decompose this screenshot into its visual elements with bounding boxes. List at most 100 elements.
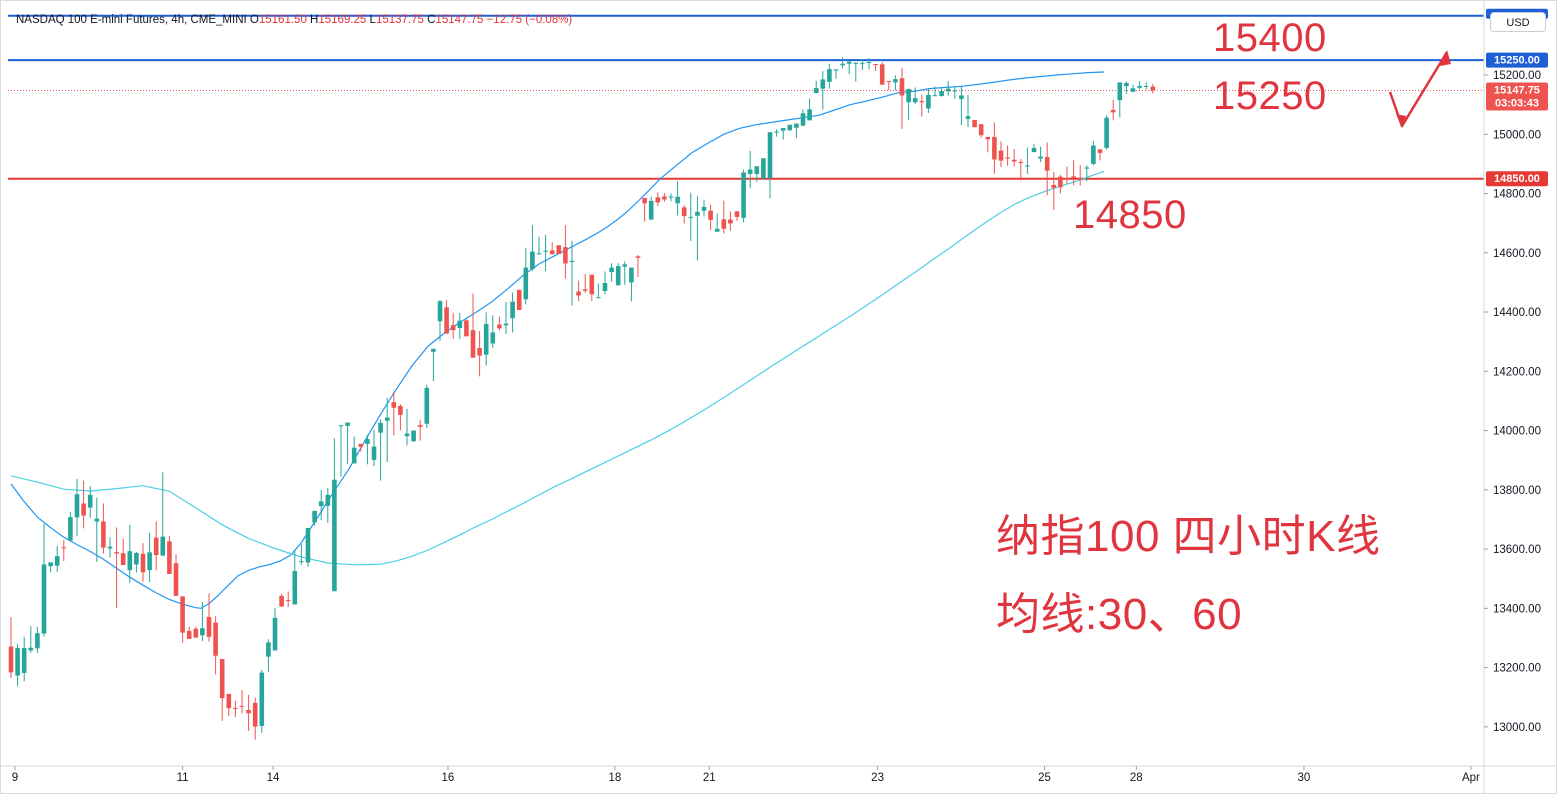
candle: [992, 122, 997, 174]
annotation-title: 纳指100 四小时K线: [996, 512, 1381, 561]
candle-body: [450, 325, 456, 331]
candle-body: [747, 169, 753, 174]
candle-body: [761, 158, 766, 179]
candle: [318, 489, 324, 521]
candle: [635, 255, 641, 278]
candle-body: [985, 136, 991, 140]
candle-body: [767, 132, 773, 179]
candle: [444, 300, 449, 334]
candle: [1091, 140, 1096, 166]
candle: [629, 267, 634, 302]
candle-body: [1097, 149, 1103, 153]
candle: [813, 80, 819, 94]
candle: [457, 312, 463, 340]
candle-body: [15, 648, 20, 676]
candle-body: [780, 128, 786, 131]
candle-body: [371, 446, 377, 460]
candle: [681, 205, 687, 224]
candle-body: [582, 289, 588, 291]
candle-body: [609, 267, 614, 273]
candle-body: [615, 266, 621, 286]
candle-body: [483, 323, 489, 355]
candle-body: [114, 552, 119, 554]
candle: [952, 86, 958, 99]
candle: [807, 98, 812, 121]
y-tick-label: 13400.00: [1493, 603, 1541, 615]
open-value: 15161.50: [258, 14, 307, 26]
candle: [978, 124, 984, 138]
y-tick-label: 13200.00: [1493, 663, 1541, 675]
high-value: 15169.25: [318, 14, 367, 26]
price-tag-15250-bg: [1486, 52, 1548, 68]
y-tick-label: 14000.00: [1493, 426, 1541, 438]
annotation-15400: 15400: [1213, 16, 1327, 60]
candle: [464, 319, 469, 337]
candle-body: [68, 517, 73, 541]
candle-body: [774, 131, 779, 133]
candle-body: [398, 405, 403, 415]
candle-body: [662, 196, 667, 200]
candle-body: [543, 250, 548, 252]
candle-body: [972, 120, 977, 128]
low-label: L: [369, 14, 376, 26]
x-tick-label: 25: [1038, 772, 1051, 784]
candle: [384, 397, 390, 462]
candle: [332, 438, 337, 592]
candle-body: [787, 124, 793, 131]
x-tick-label: Apr: [1462, 772, 1480, 784]
moving-averages-layer: [10, 71, 1105, 609]
candle: [470, 293, 476, 358]
candle: [912, 87, 918, 104]
currency-button[interactable]: USD: [1490, 12, 1546, 32]
candle-body: [21, 648, 27, 673]
candle: [101, 503, 106, 554]
candle: [985, 136, 991, 153]
candle-body: [734, 211, 740, 217]
change-value: −12.75 (−0.08%): [486, 14, 573, 26]
candle-body: [404, 433, 410, 437]
x-tick-label: 9: [12, 772, 18, 784]
candle-body: [556, 245, 562, 254]
symbol-title[interactable]: NASDAQ 100 E-mini Futures, 4h, CME_MINI: [16, 14, 247, 26]
candle-body: [424, 387, 430, 424]
candle: [490, 315, 496, 349]
candle-body: [622, 264, 628, 267]
candle-body: [358, 443, 364, 447]
candle: [576, 280, 581, 302]
candle-body: [345, 422, 350, 426]
candle: [675, 181, 680, 216]
candle: [450, 312, 456, 339]
candle: [358, 443, 364, 452]
candle: [160, 472, 166, 557]
candle: [668, 193, 674, 202]
candle: [193, 626, 199, 638]
candle-body: [952, 90, 958, 92]
candle: [391, 392, 397, 436]
candle: [1104, 115, 1109, 150]
candle: [866, 58, 872, 70]
candle-body: [866, 61, 872, 63]
candle: [1031, 143, 1037, 153]
candle: [28, 626, 34, 653]
horizontal-lines-layer: [8, 14, 1484, 180]
candle: [536, 236, 542, 255]
candle: [780, 128, 786, 140]
candles-layer: [8, 57, 1156, 740]
candle: [120, 538, 126, 566]
candle: [424, 384, 430, 429]
candle: [549, 242, 555, 255]
price-tag-last-bg: [1486, 82, 1548, 111]
price-tag-15250: 15250.00: [1486, 52, 1548, 68]
annotation-14850: 14850: [1073, 193, 1187, 237]
candle: [371, 429, 377, 467]
low-value: 15137.75: [375, 14, 424, 26]
candle-body: [708, 210, 713, 220]
candle: [213, 616, 218, 675]
candle-body: [470, 330, 476, 358]
candle: [998, 141, 1004, 168]
candle-body: [279, 595, 284, 607]
candle: [497, 316, 502, 331]
candle-body: [140, 553, 146, 573]
y-tick-label: 13000.00: [1493, 722, 1541, 734]
